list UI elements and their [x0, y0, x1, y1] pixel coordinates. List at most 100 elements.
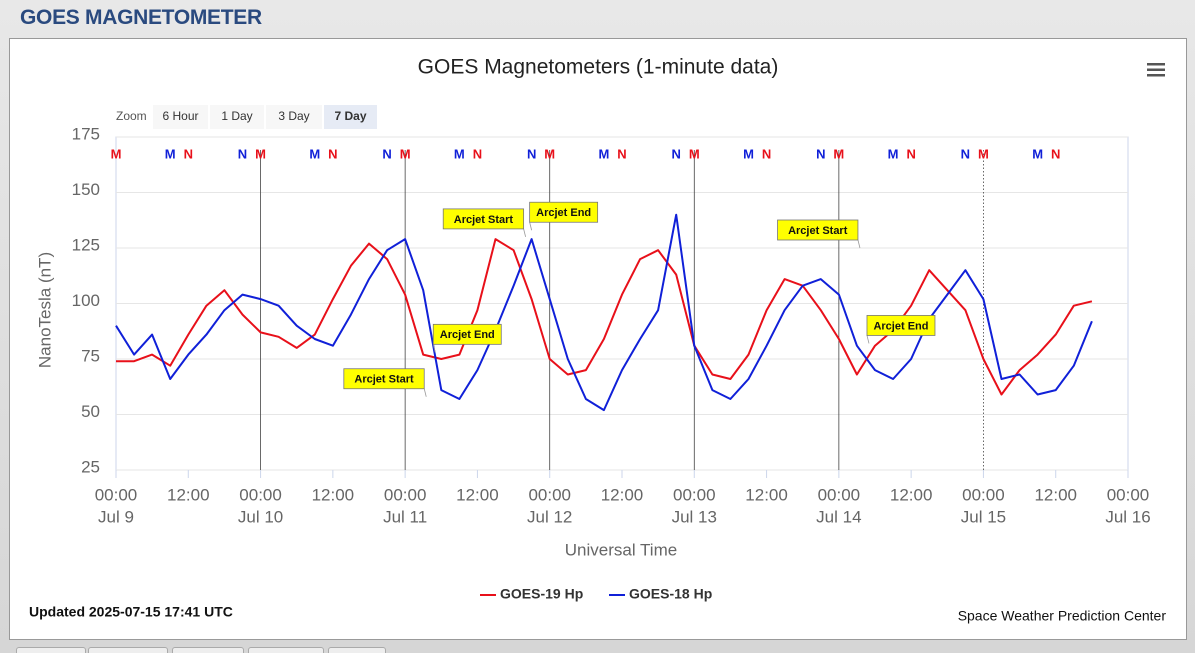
- annotation-box: [866, 315, 936, 336]
- time-marker: N: [961, 146, 970, 161]
- legend-label: GOES-19 Hp: [500, 586, 583, 602]
- y-tick-label: 50: [81, 402, 100, 421]
- legend-label: GOES-18 Hp: [629, 586, 712, 602]
- time-marker: M: [978, 146, 989, 161]
- x-tick-label: 00:00: [818, 485, 861, 504]
- zoom-button[interactable]: [153, 105, 208, 129]
- x-tick-label: 12:00: [890, 485, 933, 504]
- tab[interactable]: [88, 647, 168, 653]
- x-tick-date: Jul 12: [527, 507, 572, 526]
- time-marker: N: [238, 146, 247, 161]
- annotation-text: Arcjet Start: [354, 374, 414, 386]
- time-marker: M: [255, 146, 266, 161]
- annotation-leader: [523, 228, 527, 237]
- x-tick-label: 12:00: [601, 485, 644, 504]
- chart-panel: [9, 38, 1187, 640]
- x-tick-label: 12:00: [745, 485, 788, 504]
- annotation-box: [432, 323, 502, 345]
- menu-bar: [1147, 74, 1165, 77]
- zoom-label: Zoom: [116, 109, 147, 123]
- annotation-leader: [529, 222, 533, 231]
- annotation-leader: [857, 239, 861, 249]
- annotation-text: Arcjet End: [536, 207, 591, 219]
- y-tick-label: 75: [81, 346, 100, 365]
- menu-button[interactable]: [1147, 63, 1165, 77]
- y-axis-label: NanoTesla (nT): [35, 252, 54, 368]
- annotation-leader: [866, 335, 870, 344]
- x-tick-date: Jul 15: [961, 507, 1006, 526]
- x-tick-label: 00:00: [384, 485, 427, 504]
- series-line: [116, 238, 1093, 396]
- tab[interactable]: [172, 647, 244, 653]
- zoom-button[interactable]: [210, 105, 264, 129]
- y-tick-label: 125: [72, 235, 100, 254]
- menu-bar: [1147, 63, 1165, 66]
- tab[interactable]: [328, 647, 386, 653]
- x-axis-label: Universal Time: [565, 540, 677, 559]
- time-marker: N: [617, 146, 626, 161]
- x-tick-date: Jul 10: [238, 507, 283, 526]
- annotation-box: [442, 208, 525, 230]
- tab[interactable]: [248, 647, 324, 653]
- series-line: [115, 213, 1093, 412]
- menu-bar: [1147, 68, 1165, 71]
- time-marker: N: [184, 146, 193, 161]
- time-marker: N: [762, 146, 771, 161]
- chart-title: GOES Magnetometers (1-minute data): [418, 56, 779, 79]
- x-tick-label: 12:00: [312, 485, 355, 504]
- time-marker: N: [527, 146, 536, 161]
- updated-text: Updated 2025-07-15 17:41 UTC: [29, 604, 233, 620]
- x-tick-label: 00:00: [673, 485, 716, 504]
- x-tick-date: Jul 14: [816, 507, 861, 526]
- x-tick-label: 12:00: [456, 485, 499, 504]
- x-tick-label: 00:00: [239, 485, 282, 504]
- time-marker: M: [888, 146, 899, 161]
- y-tick-label: 150: [72, 180, 100, 199]
- annotation-box: [777, 219, 859, 241]
- x-tick-label: 00:00: [528, 485, 571, 504]
- zoom-button-label: 7 Day: [334, 109, 366, 123]
- time-marker: N: [1051, 146, 1060, 161]
- annotation-box: [529, 201, 599, 223]
- x-tick-label: 12:00: [167, 485, 210, 504]
- time-marker: N: [906, 146, 915, 161]
- x-tick-date: Jul 11: [383, 507, 427, 526]
- time-marker: M: [833, 146, 844, 161]
- time-marker: M: [400, 146, 411, 161]
- tab-strip: [14, 645, 1184, 653]
- zoom-button-label: 3 Day: [278, 109, 309, 123]
- time-marker: M: [743, 146, 754, 161]
- annotation-leader: [423, 388, 427, 397]
- time-marker: M: [599, 146, 610, 161]
- y-tick-label: 100: [72, 291, 100, 310]
- time-marker: M: [689, 146, 700, 161]
- x-tick-label: 00:00: [1107, 485, 1150, 504]
- time-marker: N: [473, 146, 482, 161]
- tab[interactable]: [16, 647, 86, 653]
- time-marker: M: [111, 146, 122, 161]
- credit-text: Space Weather Prediction Center: [958, 608, 1167, 624]
- zoom-button-label: 1 Day: [221, 109, 252, 123]
- annotation-text: Arcjet Start: [454, 214, 514, 226]
- annotation-leader: [432, 344, 436, 353]
- x-tick-date: Jul 13: [672, 507, 717, 526]
- x-tick-label: 00:00: [962, 485, 1005, 504]
- x-tick-label: 12:00: [1034, 485, 1077, 504]
- x-tick-date: Jul 9: [98, 507, 134, 526]
- time-marker: M: [1032, 146, 1043, 161]
- annotation-text: Arcjet End: [440, 329, 495, 341]
- zoom-button[interactable]: [324, 105, 377, 129]
- page-header: GOES MAGNETOMETER: [20, 6, 262, 29]
- time-marker: M: [309, 146, 320, 161]
- time-marker: N: [382, 146, 391, 161]
- zoom-button[interactable]: [266, 105, 322, 129]
- time-marker: M: [544, 146, 555, 161]
- annotation-box: [343, 368, 425, 390]
- annotation-text: Arcjet Start: [788, 225, 848, 237]
- time-marker: N: [672, 146, 681, 161]
- annotation-text: Arcjet End: [873, 320, 928, 332]
- x-tick-date: Jul 16: [1105, 507, 1150, 526]
- time-marker: M: [454, 146, 465, 161]
- y-tick-label: 175: [72, 124, 100, 143]
